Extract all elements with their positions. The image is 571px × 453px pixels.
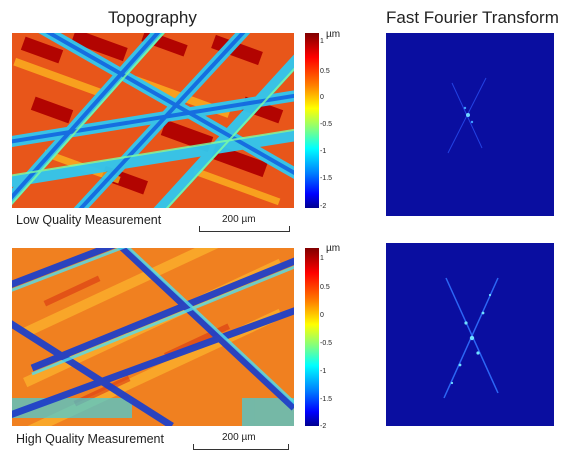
caption-low: Low Quality Measurement xyxy=(16,213,162,227)
tick: 0.5 xyxy=(320,68,330,75)
scale-bar-low xyxy=(199,226,290,232)
tick: 0 xyxy=(320,312,324,319)
tick: -0.5 xyxy=(320,121,333,128)
topography-title: Topography xyxy=(108,8,197,27)
fft-peak xyxy=(469,335,475,341)
fft-peak xyxy=(470,120,474,124)
topography-map-high xyxy=(12,248,294,426)
tick: -1.5 xyxy=(320,396,333,403)
tick: -1.5 xyxy=(320,175,333,182)
scale-bar-high xyxy=(193,444,289,450)
tick: 1 xyxy=(320,255,324,262)
fft-peak xyxy=(463,106,467,110)
colorbar-ticks-high: 1 0.5 0 -0.5 -1 -1.5 -2 xyxy=(320,248,350,430)
tick: -2 xyxy=(320,203,327,210)
tick: -1 xyxy=(320,368,327,375)
scale-label-low: 200 µm xyxy=(222,214,256,225)
fft-pattern-low xyxy=(447,77,487,154)
colorbar-low xyxy=(305,33,319,208)
fft-title: Fast Fourier Transform xyxy=(386,8,559,27)
tick: 0.5 xyxy=(320,284,330,291)
fft-peak xyxy=(458,363,462,367)
fft-peak xyxy=(481,311,485,315)
tick: 0 xyxy=(320,94,324,101)
fft-peak xyxy=(466,113,470,117)
topography-map-low xyxy=(12,33,294,208)
colorbar-high xyxy=(305,248,319,426)
tick: -1 xyxy=(320,148,327,155)
tick: -0.5 xyxy=(320,340,333,347)
scale-label-high: 200 µm xyxy=(222,432,256,443)
topography-pattern-low xyxy=(12,33,294,208)
fft-peak xyxy=(488,293,492,297)
fft-map-high xyxy=(386,243,554,426)
tick: -2 xyxy=(320,423,327,430)
colorbar-unit-high: µm xyxy=(326,243,341,254)
colorbar-unit-low: µm xyxy=(326,29,341,40)
caption-high: High Quality Measurement xyxy=(16,432,164,446)
fft-peak xyxy=(476,351,480,355)
fft-map-low xyxy=(386,33,554,216)
fft-peak xyxy=(464,321,468,325)
colorbar-ticks-low: 1 0.5 0 -0.5 -1 -1.5 -2 xyxy=(320,33,350,210)
topography-pattern-high xyxy=(12,248,294,426)
tick: 1 xyxy=(320,38,324,45)
fft-peak xyxy=(450,381,454,385)
fft-pattern-high xyxy=(443,277,499,399)
